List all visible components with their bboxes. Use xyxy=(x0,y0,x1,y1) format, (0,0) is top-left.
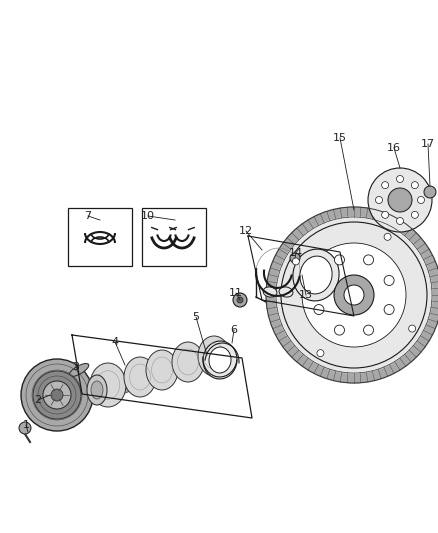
Circle shape xyxy=(33,371,81,419)
Ellipse shape xyxy=(90,363,126,407)
Circle shape xyxy=(281,222,427,368)
Circle shape xyxy=(417,197,424,204)
Circle shape xyxy=(317,350,324,357)
Ellipse shape xyxy=(172,342,204,382)
Ellipse shape xyxy=(124,357,156,397)
Ellipse shape xyxy=(193,357,207,365)
Text: 4: 4 xyxy=(111,337,119,347)
Text: 6: 6 xyxy=(230,325,237,335)
Ellipse shape xyxy=(279,287,293,297)
Polygon shape xyxy=(108,348,214,394)
Circle shape xyxy=(292,258,299,265)
Circle shape xyxy=(384,276,394,286)
Circle shape xyxy=(364,255,374,265)
Text: 3: 3 xyxy=(73,362,80,372)
Ellipse shape xyxy=(198,336,230,376)
Text: 2: 2 xyxy=(35,395,42,405)
Text: 15: 15 xyxy=(333,133,347,143)
Circle shape xyxy=(43,381,71,409)
Text: 1: 1 xyxy=(22,420,29,430)
Text: 13: 13 xyxy=(299,290,313,300)
Text: 7: 7 xyxy=(85,211,92,221)
Ellipse shape xyxy=(168,365,182,373)
Circle shape xyxy=(388,188,412,212)
Ellipse shape xyxy=(109,378,135,394)
Circle shape xyxy=(381,212,389,219)
Text: 17: 17 xyxy=(421,139,435,149)
Circle shape xyxy=(384,233,391,240)
Circle shape xyxy=(314,276,324,286)
Circle shape xyxy=(266,207,438,383)
Text: 16: 16 xyxy=(387,143,401,153)
Ellipse shape xyxy=(91,381,103,399)
Circle shape xyxy=(384,304,394,314)
Ellipse shape xyxy=(209,347,231,373)
Ellipse shape xyxy=(187,353,213,369)
Ellipse shape xyxy=(162,361,188,377)
Circle shape xyxy=(411,182,418,189)
Ellipse shape xyxy=(115,382,129,390)
Text: 14: 14 xyxy=(289,248,303,258)
Circle shape xyxy=(237,297,243,303)
Ellipse shape xyxy=(300,256,332,294)
Circle shape xyxy=(381,182,389,189)
Circle shape xyxy=(335,325,344,335)
Text: 10: 10 xyxy=(141,211,155,221)
Text: 12: 12 xyxy=(239,226,253,236)
Circle shape xyxy=(364,325,374,335)
Circle shape xyxy=(19,422,31,434)
Circle shape xyxy=(334,275,374,315)
Circle shape xyxy=(314,304,324,314)
Circle shape xyxy=(396,217,403,224)
Circle shape xyxy=(344,285,364,305)
Circle shape xyxy=(396,175,403,182)
Ellipse shape xyxy=(87,375,107,405)
Ellipse shape xyxy=(263,287,277,297)
Circle shape xyxy=(411,212,418,219)
Ellipse shape xyxy=(69,364,89,376)
Ellipse shape xyxy=(135,370,161,386)
Circle shape xyxy=(290,253,300,263)
Circle shape xyxy=(409,325,416,332)
Bar xyxy=(68,208,132,266)
Circle shape xyxy=(302,243,406,347)
Bar xyxy=(142,208,206,266)
Ellipse shape xyxy=(141,374,155,382)
Circle shape xyxy=(424,186,436,198)
Ellipse shape xyxy=(293,249,339,301)
Text: 11: 11 xyxy=(229,288,243,298)
Circle shape xyxy=(51,389,63,401)
Ellipse shape xyxy=(203,341,237,379)
Ellipse shape xyxy=(146,350,178,390)
Text: 5: 5 xyxy=(192,312,199,322)
Circle shape xyxy=(233,293,247,307)
Circle shape xyxy=(21,359,93,431)
Circle shape xyxy=(375,197,382,204)
Circle shape xyxy=(335,255,344,265)
Circle shape xyxy=(276,217,432,373)
Circle shape xyxy=(368,168,432,232)
